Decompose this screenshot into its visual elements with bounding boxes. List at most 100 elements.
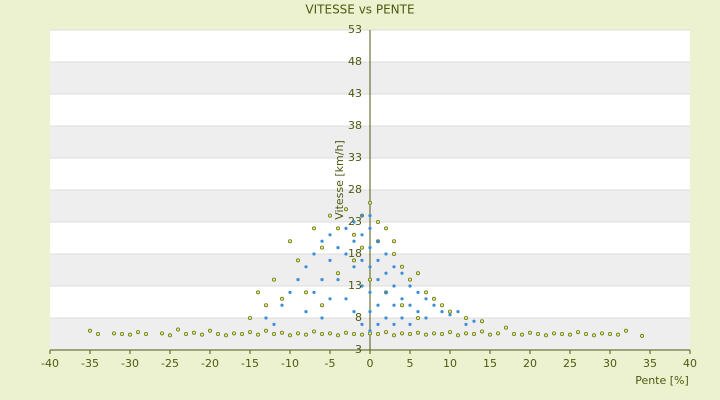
y-axis-title: Vitesse [km/h]	[333, 140, 346, 220]
data-point	[424, 316, 428, 320]
data-point	[327, 213, 332, 218]
data-point	[272, 322, 276, 326]
y-tick-label: 33	[348, 151, 362, 164]
data-point	[287, 239, 292, 244]
data-point	[368, 214, 372, 218]
data-point	[512, 331, 517, 336]
data-point	[520, 332, 525, 337]
data-point	[319, 303, 324, 308]
data-point	[528, 330, 533, 335]
data-point	[344, 252, 348, 256]
data-point	[463, 331, 468, 336]
data-point	[600, 331, 605, 336]
data-point	[279, 330, 284, 335]
data-point	[560, 331, 565, 336]
data-point	[391, 239, 396, 244]
data-point	[448, 313, 452, 317]
y-tick-label: 8	[355, 311, 362, 324]
data-point	[407, 331, 412, 336]
y-tick-label: 48	[348, 55, 362, 68]
data-point	[175, 327, 180, 332]
data-point	[408, 322, 412, 326]
data-point	[368, 310, 372, 314]
data-point	[312, 290, 316, 294]
data-point	[368, 265, 372, 269]
data-point	[360, 322, 364, 326]
data-point	[487, 332, 492, 337]
x-tick-label: 35	[643, 357, 657, 370]
data-point	[568, 332, 573, 337]
data-point	[319, 331, 324, 336]
data-point	[351, 258, 356, 263]
data-point	[415, 271, 420, 276]
data-point	[359, 332, 364, 337]
x-tick-label: 15	[483, 357, 497, 370]
data-point	[383, 226, 388, 231]
data-point	[608, 331, 613, 336]
data-point	[391, 333, 396, 338]
data-point	[392, 303, 396, 307]
data-point	[263, 328, 268, 333]
data-point	[327, 331, 332, 336]
data-point	[167, 333, 172, 338]
x-axis-title: Pente [%]	[635, 374, 689, 387]
data-point	[624, 328, 629, 333]
data-point	[376, 322, 380, 326]
data-point	[376, 303, 380, 307]
data-point	[384, 271, 388, 275]
data-point	[335, 271, 340, 276]
data-point	[360, 214, 364, 218]
data-point	[336, 246, 340, 250]
x-tick-label: 5	[407, 357, 414, 370]
data-point	[255, 332, 260, 337]
y-tick-label: 38	[348, 119, 362, 132]
data-point	[352, 220, 356, 224]
data-point	[319, 245, 324, 250]
data-point	[368, 246, 372, 250]
data-point	[312, 252, 316, 256]
data-point	[495, 331, 500, 336]
data-point	[287, 333, 292, 338]
data-point	[239, 331, 244, 336]
data-point	[360, 258, 364, 262]
y-tick-label: 43	[348, 87, 362, 100]
data-point	[447, 309, 452, 314]
data-point	[463, 315, 468, 320]
data-point	[143, 331, 148, 336]
x-tick-label: -5	[325, 357, 336, 370]
data-point	[392, 265, 396, 269]
data-point	[183, 331, 188, 336]
data-point	[391, 251, 396, 256]
data-point	[311, 226, 316, 231]
data-point	[392, 322, 396, 326]
data-point	[384, 252, 388, 256]
data-point	[295, 258, 300, 263]
data-point	[616, 332, 621, 337]
data-point	[408, 303, 412, 307]
data-point	[592, 333, 597, 338]
data-point	[311, 329, 316, 334]
data-point	[464, 322, 468, 326]
data-point	[328, 258, 332, 262]
data-point	[344, 297, 348, 301]
data-point	[552, 331, 557, 336]
x-tick-label: -10	[281, 357, 299, 370]
data-point	[343, 330, 348, 335]
data-point	[127, 332, 132, 337]
data-point	[263, 303, 268, 308]
data-point	[415, 315, 420, 320]
data-point	[399, 331, 404, 336]
data-point	[255, 290, 260, 295]
x-tick-label: 25	[563, 357, 577, 370]
data-point	[359, 245, 364, 250]
data-point	[352, 239, 356, 243]
data-point	[296, 278, 300, 282]
data-point	[431, 331, 436, 336]
data-point	[423, 332, 428, 337]
data-point	[376, 258, 380, 262]
data-point	[135, 330, 140, 335]
data-point	[320, 278, 324, 282]
y-tick-label: 3	[355, 343, 362, 356]
data-point	[439, 331, 444, 336]
